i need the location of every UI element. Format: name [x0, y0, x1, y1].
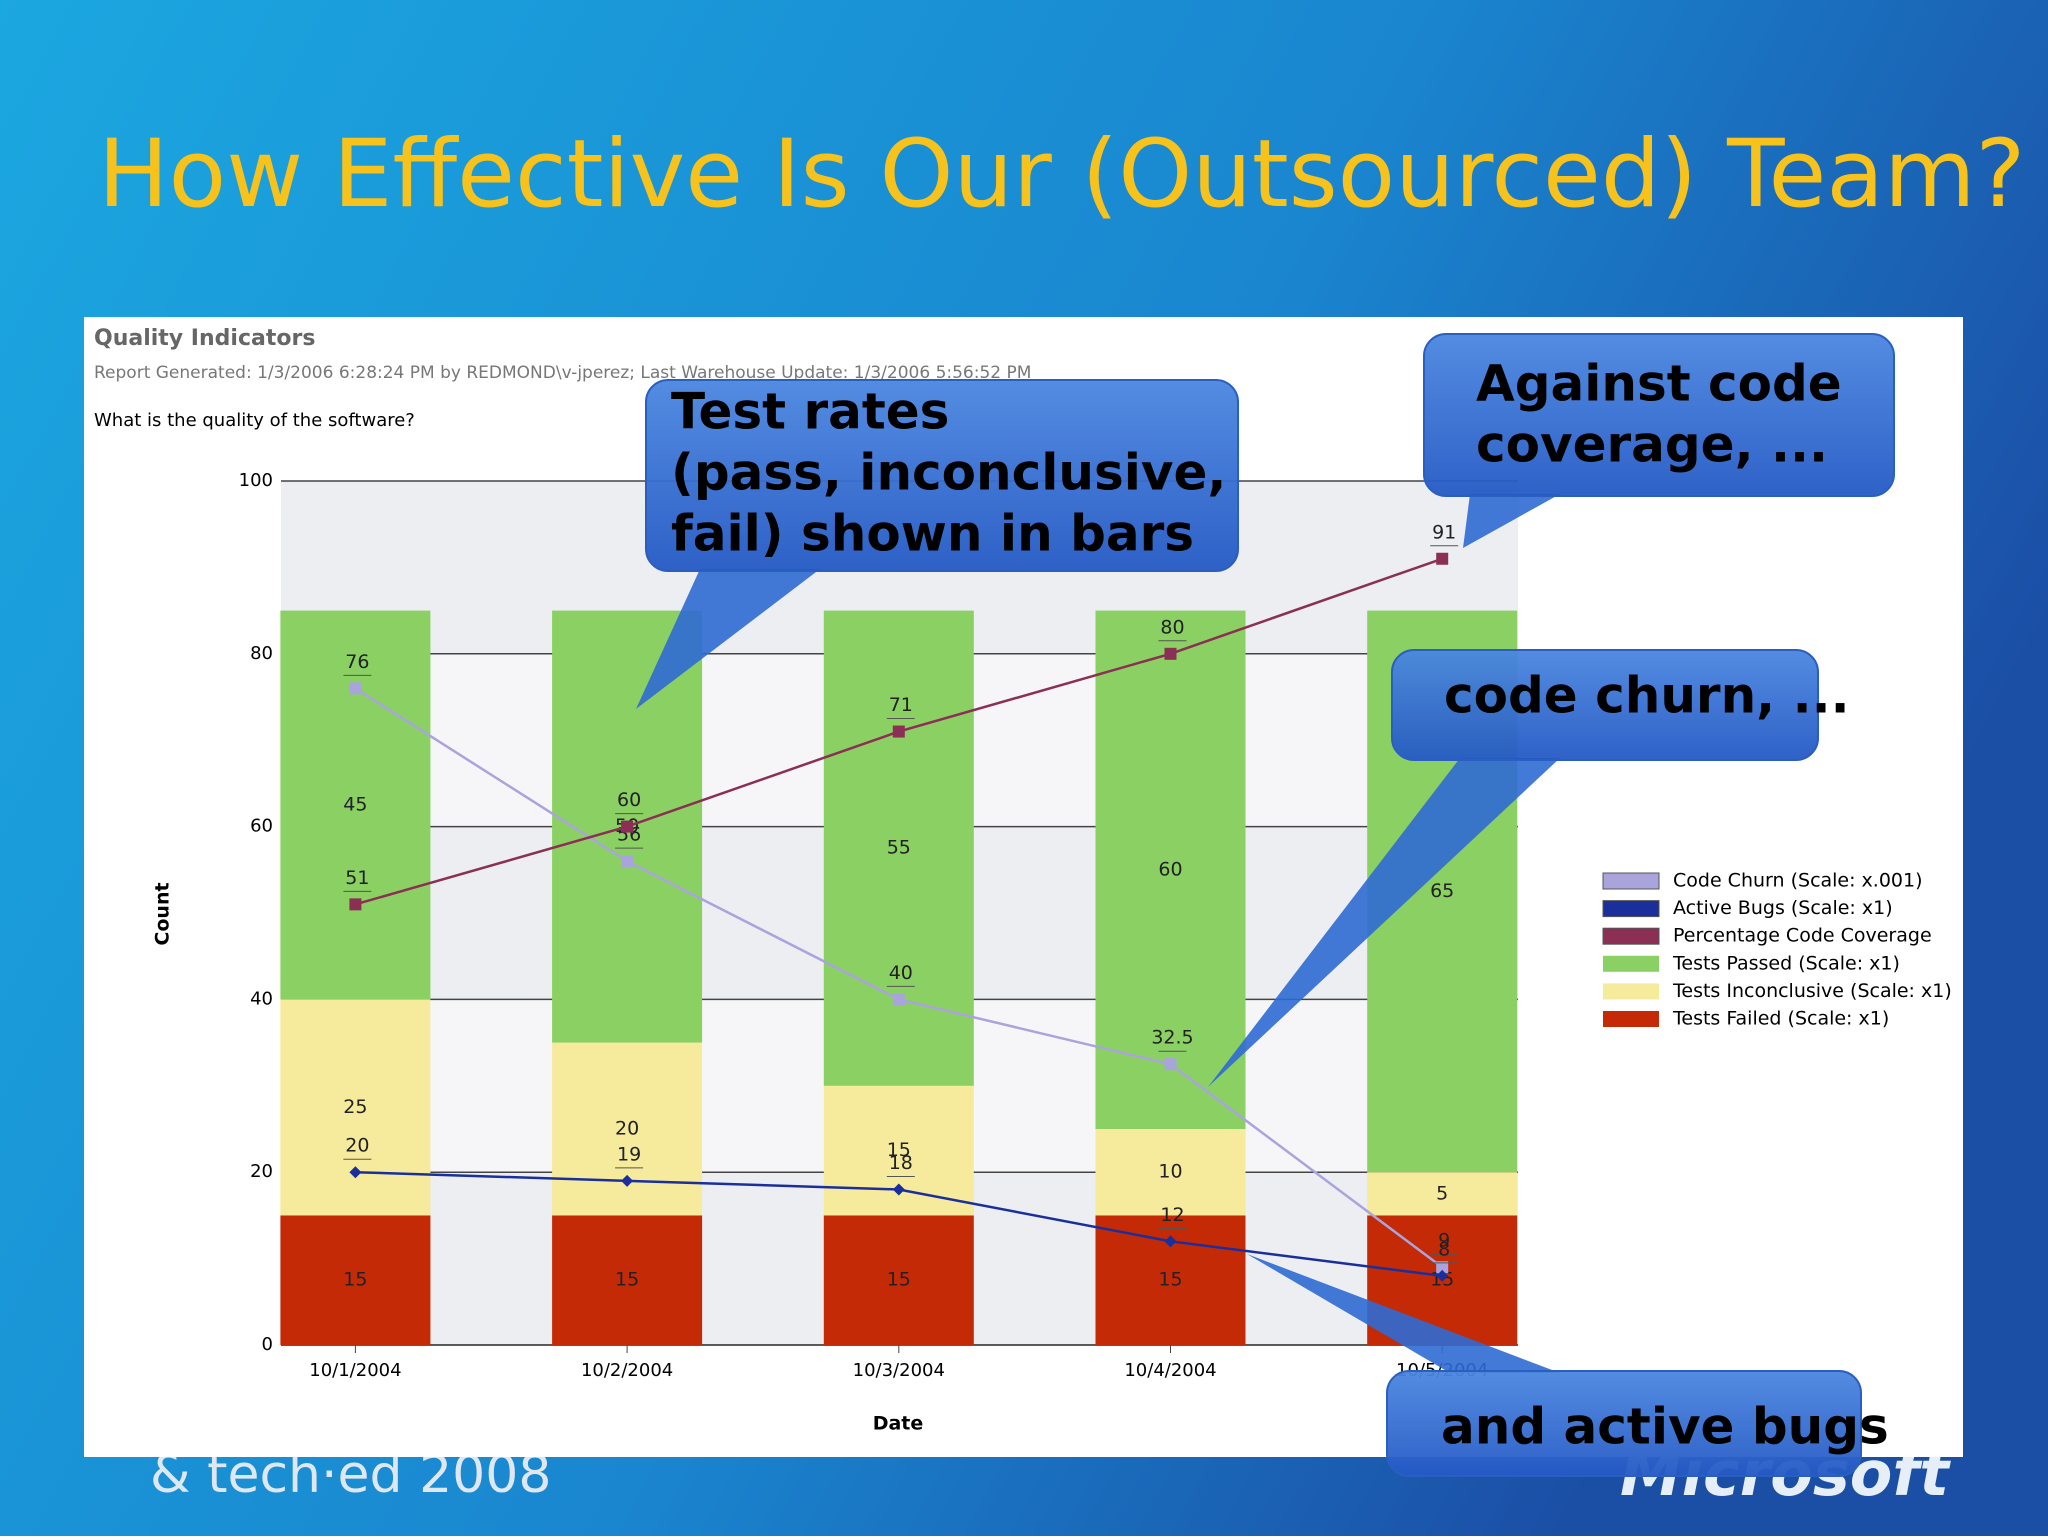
line-marker: [1436, 1269, 1449, 1282]
line-value-label: 32.5: [1151, 1027, 1193, 1049]
chart-subtitle: Report Generated: 1/3/2006 6:28:24 PM by…: [94, 363, 1031, 383]
bar-segment: [823, 610, 974, 1086]
line-value-label: 12: [1160, 1204, 1184, 1226]
callout-text: Test rates: [671, 383, 949, 441]
line-marker: [349, 898, 362, 911]
callout-tail: [1208, 758, 1560, 1087]
bar-value-label: 5: [1436, 1182, 1448, 1204]
bar-segment: [280, 999, 431, 1216]
callout-box: [645, 379, 1239, 572]
line-marker: [1164, 1235, 1177, 1248]
bar-segment: [280, 1215, 431, 1345]
slide-title: How Effective Is Our (Outsourced) Team?: [98, 120, 2025, 229]
legend-swatch: [1603, 1011, 1659, 1027]
callout-text: code churn, ...: [1444, 667, 1850, 725]
y-tick-label: 100: [239, 470, 273, 491]
bar-segment: [552, 1215, 703, 1345]
bar-value-label: 20: [615, 1118, 639, 1140]
legend-label: Active Bugs (Scale: x1): [1673, 897, 1893, 919]
bar-value-label: 65: [1430, 880, 1454, 902]
y-tick-label: 80: [250, 643, 273, 664]
bar-value-label: 15: [615, 1269, 639, 1291]
bar-value-label: 15: [887, 1269, 911, 1291]
line-value-label: 80: [1160, 616, 1184, 638]
bar-value-label: 10: [1158, 1161, 1182, 1183]
line-value-label: 9: [1438, 1230, 1450, 1252]
bar-segment: [1095, 610, 1246, 1129]
line-value-label: 51: [345, 867, 369, 889]
x-tick-label: 10/1/2004: [309, 1360, 401, 1381]
callouts: Test rates(pass, inconclusive,fail) show…: [636, 333, 1895, 1477]
callout-box: [1386, 1370, 1862, 1477]
y-tick-label: 0: [262, 1334, 273, 1355]
bar-value-label: 55: [887, 837, 911, 859]
callout-box: [1391, 649, 1819, 761]
legend-swatch: [1603, 983, 1659, 1000]
bar-value-label: 15: [887, 1139, 911, 1161]
y-tick-label: 60: [250, 816, 273, 837]
line-value-label: 20: [345, 1135, 369, 1157]
chart-question: What is the quality of the software?: [94, 410, 415, 431]
callout-text: Against code: [1476, 355, 1842, 413]
x-tick-label: 10/2/2004: [581, 1360, 673, 1381]
line-value-label: 18: [889, 1152, 913, 1174]
legend-swatch: [1602, 872, 1660, 890]
callout-text: (pass, inconclusive,: [671, 444, 1226, 502]
line-value-label: 19: [617, 1143, 641, 1165]
bar-segment: [1095, 1129, 1246, 1216]
callout-text: fail) shown in bars: [671, 505, 1194, 563]
line-value-label: 8: [1438, 1238, 1450, 1260]
legend-label: Percentage Code Coverage: [1673, 925, 1932, 947]
y-tick-label: 40: [250, 988, 273, 1009]
line-value-label: 60: [617, 789, 641, 811]
legend-swatch: [1602, 900, 1660, 918]
callout-tail: [1247, 1254, 1560, 1373]
x-axis-label: Date: [873, 1413, 924, 1435]
bar-value-label: 45: [343, 794, 367, 816]
callout-text: and active bugs: [1441, 1398, 1889, 1456]
line-marker: [892, 725, 905, 738]
line-marker: [1164, 1058, 1177, 1071]
legend-swatch: [1603, 955, 1659, 972]
bar-segment: [823, 1215, 974, 1345]
y-tick-label: 20: [250, 1161, 273, 1182]
line-value-label: 71: [889, 694, 913, 716]
line-marker: [621, 855, 634, 868]
legend-label: Tests Failed (Scale: x1): [1672, 1008, 1889, 1030]
line-marker: [349, 1166, 362, 1179]
bar-segment: [1367, 1172, 1518, 1216]
bar-value-label: 15: [1158, 1269, 1182, 1291]
legend-label: Code Churn (Scale: x.001): [1673, 870, 1923, 892]
line-value-label: 40: [889, 962, 913, 984]
bar-value-label: 60: [1158, 858, 1182, 880]
bar-value-label: 15: [343, 1269, 367, 1291]
line-marker: [1436, 552, 1449, 565]
line-marker: [621, 820, 634, 833]
legend-swatch: [1602, 927, 1660, 945]
callout-tail: [636, 569, 820, 709]
line-marker: [621, 1174, 634, 1187]
x-tick-label: 10/4/2004: [1124, 1360, 1216, 1381]
x-tick-label: 10/3/2004: [853, 1360, 945, 1381]
chart-title: Quality Indicators: [94, 326, 315, 351]
chart: Quality Indicators Report Generated: 1/3/…: [94, 326, 1952, 1435]
line-marker: [1436, 1261, 1449, 1274]
bar-value-label: 25: [343, 1096, 367, 1118]
line-marker: [349, 682, 362, 695]
legend-label: Tests Inconclusive (Scale: x1): [1672, 980, 1952, 1002]
callout-box: [1423, 333, 1895, 497]
line-value-label: 91: [1432, 521, 1456, 543]
line-marker: [892, 1183, 905, 1196]
callout-tail: [1463, 494, 1560, 548]
line-marker: [1164, 647, 1177, 660]
callout-text: coverage, ...: [1476, 416, 1828, 474]
legend-label: Tests Passed (Scale: x1): [1672, 952, 1900, 974]
line-marker: [892, 993, 905, 1006]
line-value-label: 76: [345, 651, 369, 673]
y-axis-label: Count: [152, 882, 174, 945]
